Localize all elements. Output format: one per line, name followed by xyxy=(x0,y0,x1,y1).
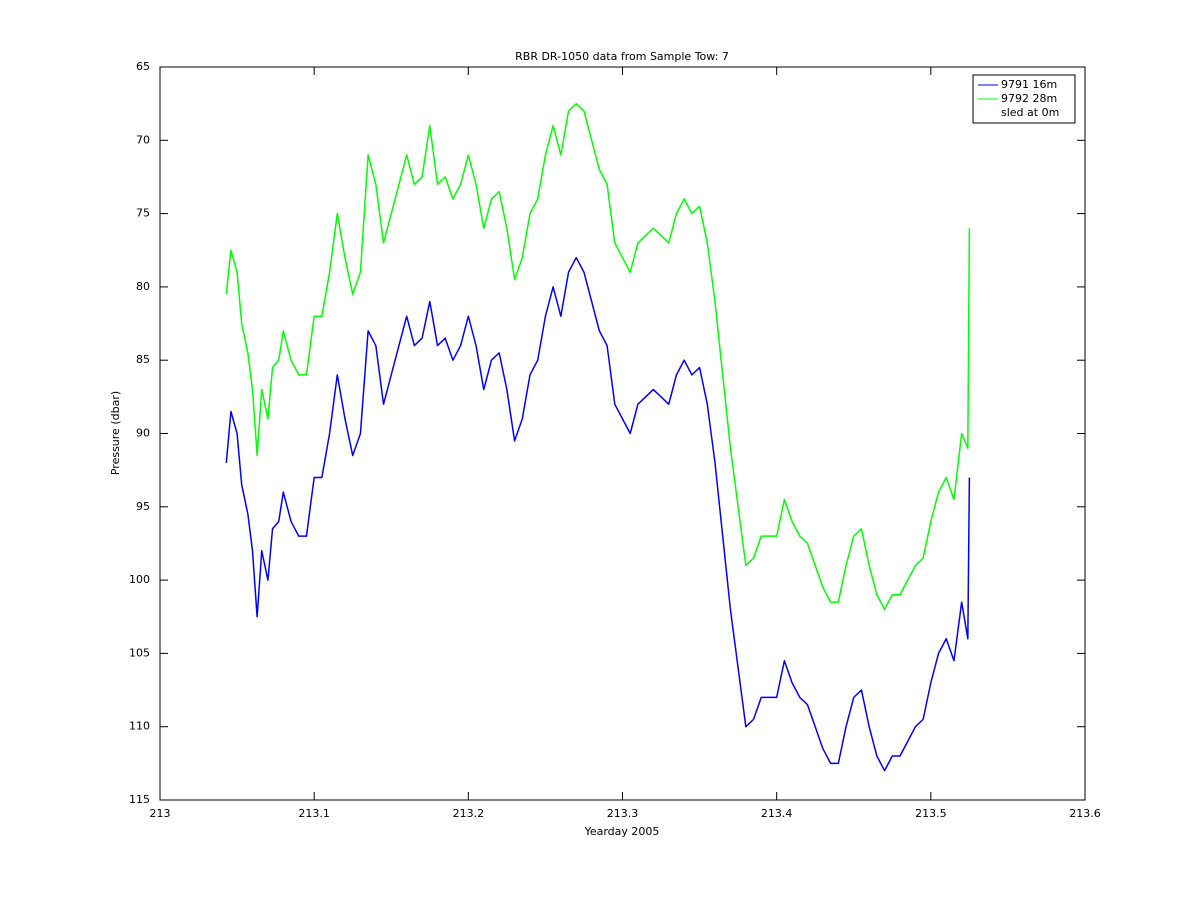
legend-label: 9792 28m xyxy=(1001,92,1057,105)
series-line xyxy=(225,256,971,772)
series-line xyxy=(225,102,971,611)
y-tick-label: 65 xyxy=(136,60,150,73)
x-tick-label: 213.2 xyxy=(453,807,485,820)
legend-box xyxy=(972,74,1076,124)
x-axis-label: Yearday 2005 xyxy=(584,825,660,838)
y-tick-label: 105 xyxy=(129,646,150,659)
y-tick-label: 90 xyxy=(136,427,150,440)
legend-label: sled at 0m xyxy=(1001,106,1059,119)
y-tick-label: 110 xyxy=(129,720,150,733)
x-tick-label: 213.3 xyxy=(607,807,639,820)
y-tick-label: 80 xyxy=(136,280,150,293)
y-tick-label: 115 xyxy=(129,793,150,806)
y-tick-label: 100 xyxy=(129,573,150,586)
y-tick-label: 70 xyxy=(136,133,150,146)
y-tick-label: 75 xyxy=(136,207,150,220)
x-tick-label: 213.1 xyxy=(298,807,330,820)
y-tick-label: 85 xyxy=(136,353,150,366)
x-tick-label: 213.5 xyxy=(915,807,947,820)
y-tick-label: 95 xyxy=(136,500,150,513)
x-tick-label: 213.6 xyxy=(1069,807,1101,820)
y-axis-label: Pressure (dbar) xyxy=(109,391,122,475)
legend-label: 9791 16m xyxy=(1001,78,1057,91)
plot-frame xyxy=(159,66,1086,801)
x-tick-label: 213.4 xyxy=(761,807,793,820)
x-tick-label: 213 xyxy=(150,807,171,820)
plot-lines xyxy=(225,102,971,772)
chart-title: RBR DR-1050 data from Sample Tow: 7 xyxy=(515,50,729,63)
